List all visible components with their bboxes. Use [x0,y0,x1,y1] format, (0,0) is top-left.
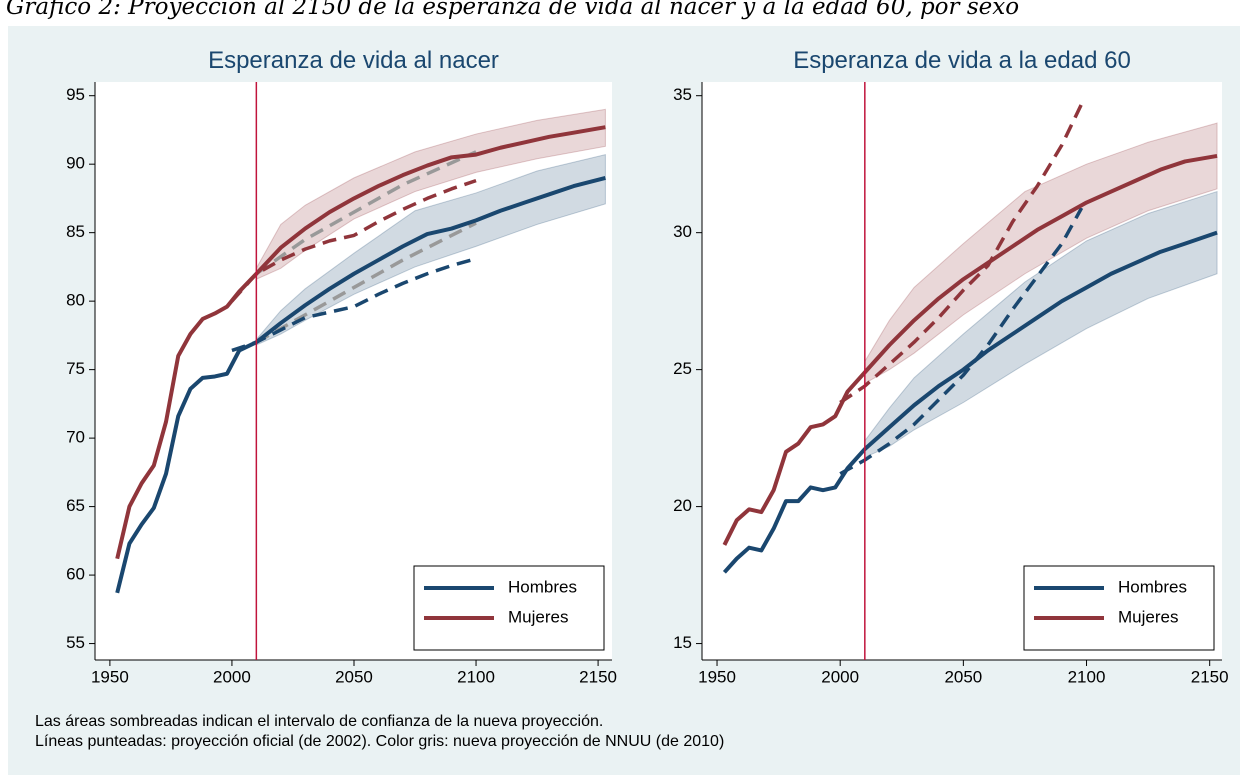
confidence-band [864,190,1218,459]
page-title: Gráfico 2: Proyección al 2150 de la espe… [6,0,1019,20]
panel: Esperanza de vida a la edad 60 15 20 25 30 35… [673,47,1229,686]
y-tick-label: 65 [66,496,85,515]
x-tick-label: 2000 [213,667,251,686]
confidence-band [255,153,606,346]
dashed-line [839,103,1084,404]
line [115,175,606,594]
legend-label: Hombres [508,577,577,596]
legend-label: Hombres [1118,577,1187,596]
x-tick-label: 2000 [821,667,859,686]
y-tick-label: 35 [673,85,692,104]
dashed-line [255,150,477,276]
legend-label: Mujeres [1118,607,1178,626]
dashed-line [839,207,1084,476]
legend-label: Mujeres [508,607,568,626]
y-tick-label: 75 [66,359,85,378]
x-tick-label: 2100 [1068,667,1106,686]
confidence-band [864,122,1218,385]
y-tick-label: 20 [673,496,692,515]
y-tick-label: 25 [673,359,692,378]
plot-area [95,82,612,660]
x-tick-label: 2100 [457,667,495,686]
legend: Hombres Mujeres [413,565,605,651]
y-tick-label: 70 [66,428,85,447]
y-tick-label: 90 [66,154,85,173]
panel-title: Esperanza de vida a la edad 60 [793,47,1131,74]
x-tick-label: 2150 [579,667,617,686]
y-tick-label: 85 [66,222,85,241]
legend-box [1023,565,1215,651]
note: Las áreas sombreadas indican el interval… [35,713,603,730]
legend-box [413,565,605,651]
y-tick-label: 60 [66,565,85,584]
x-tick-label: 2050 [944,667,982,686]
x-tick-label: 2150 [1191,667,1229,686]
dashed-line [255,221,477,344]
legend: Hombres Mujeres [1023,565,1215,651]
x-tick-label: 1950 [91,667,129,686]
y-tick-label: 30 [673,222,692,241]
line [115,125,606,560]
y-tick-label: 15 [673,633,692,652]
dashed-line [230,178,477,303]
y-tick-label: 95 [66,85,85,104]
x-tick-label: 2050 [335,667,373,686]
note: Líneas punteadas: proyección oficial (de… [35,733,724,750]
panel: Esperanza de vida al nacer 55 60 65 70 75 80 85… [66,47,617,686]
y-tick-label: 80 [66,291,85,310]
y-tick-label: 55 [66,633,85,652]
line [722,230,1218,574]
x-tick-label: 1950 [698,667,736,686]
confidence-band [255,108,606,281]
line [722,153,1218,546]
panel-title: Esperanza de vida al nacer [208,47,499,74]
